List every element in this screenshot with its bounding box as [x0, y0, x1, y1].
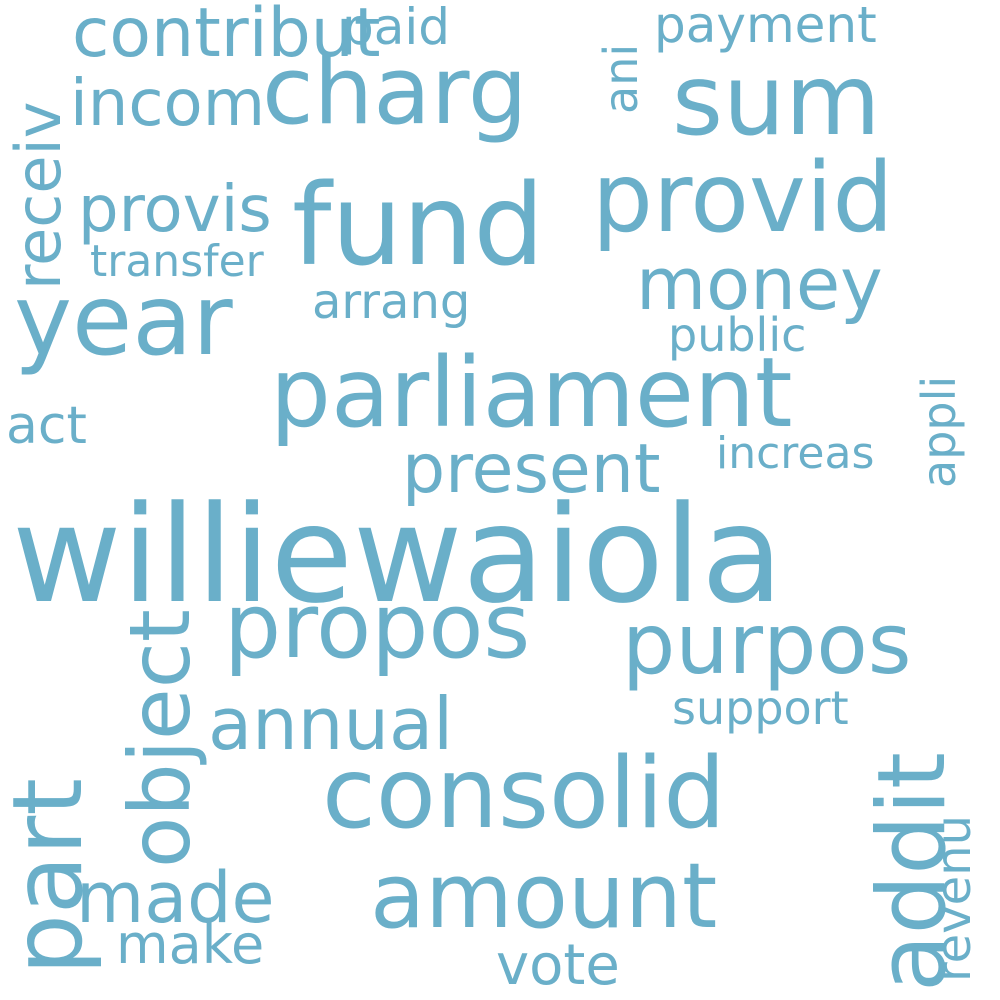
- word-revenu: revenu: [926, 815, 982, 982]
- word-paid: receiv: [2, 101, 75, 290]
- word-amount: amount: [370, 844, 718, 949]
- word-provis: made: [76, 857, 275, 939]
- word-vote: incom: [70, 67, 266, 141]
- word-increas: transfer: [90, 236, 264, 287]
- word-object: support: [672, 681, 849, 735]
- word-parliament: parliament: [270, 337, 793, 449]
- word-part: arrang: [312, 274, 471, 330]
- word-provid: provid: [592, 142, 894, 254]
- word-act: contribut: [72, 0, 381, 73]
- word-transfer: vote: [496, 933, 620, 998]
- word-arrang: make: [116, 913, 265, 976]
- word-appli: appli: [912, 375, 966, 488]
- word-present: money: [636, 242, 883, 326]
- word-year: year: [14, 264, 233, 378]
- word-support: payment: [654, 0, 877, 54]
- word-propos: propos: [224, 574, 531, 679]
- word-addit: public: [668, 308, 807, 362]
- word-charg: charg: [262, 37, 528, 146]
- word-public: paid: [342, 0, 451, 56]
- word-ani: ani: [594, 43, 648, 114]
- word-incom: present: [402, 430, 661, 509]
- word-contribut: annual: [208, 682, 454, 766]
- word-annual: purpos: [622, 595, 912, 693]
- word-receiv: increas: [716, 428, 875, 479]
- word-purpos: part: [0, 778, 104, 975]
- word-fund: fund: [292, 161, 545, 291]
- word-consolid: consolid: [322, 737, 726, 851]
- word-williewaiola: williewaiola: [12, 477, 784, 633]
- word-made: object: [111, 609, 209, 868]
- word-make: provis: [78, 173, 272, 247]
- word-sum: sum: [672, 44, 881, 158]
- word-payment: act: [6, 396, 87, 456]
